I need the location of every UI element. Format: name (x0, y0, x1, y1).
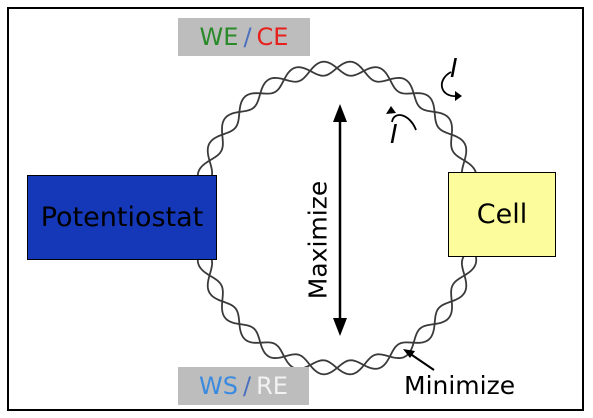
ws-label: WS (199, 372, 239, 400)
maximize-arrow (333, 104, 347, 336)
cell-box: Cell (448, 172, 556, 257)
tag-separator: / (243, 372, 252, 400)
cell-label: Cell (476, 199, 528, 230)
minimize-label: Minimize (404, 371, 516, 400)
current-label-mid: I (390, 120, 398, 150)
current-loop-arrow-mid (386, 106, 417, 131)
minimize-arrow (403, 349, 435, 371)
tag-separator: / (243, 23, 252, 51)
current-label-top: I (450, 54, 458, 84)
electrode-tag-we-ce: WE / CE (178, 18, 310, 56)
electrode-tag-ws-re: WS / RE (178, 367, 309, 405)
ce-label: CE (256, 23, 289, 51)
current-loop-arrow-top (440, 71, 462, 101)
we-label: WE (199, 23, 239, 51)
re-label: RE (256, 372, 288, 400)
potentiostat-label: Potentiostat (40, 202, 204, 233)
maximize-label: Maximize (303, 180, 333, 300)
potentiostat-box: Potentiostat (27, 175, 217, 260)
